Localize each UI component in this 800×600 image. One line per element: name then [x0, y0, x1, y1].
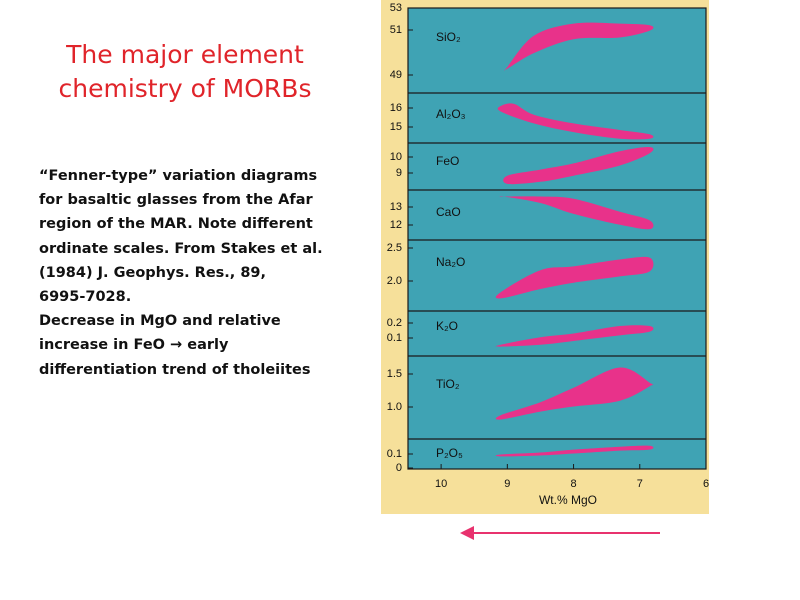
data-field-5	[495, 325, 654, 347]
y-tick-label: 1.0	[387, 401, 402, 413]
caption-line: region of the MAR. Note different	[39, 216, 313, 233]
y-tick-label: 15	[390, 121, 402, 133]
caption-line: ordinate scales. From Stakes et al.	[39, 240, 323, 257]
y-tick-label: 12	[390, 219, 402, 231]
caption-line: Decrease in MgO and relative	[39, 313, 281, 330]
caption-line: “Fenner-type” variation diagrams	[39, 168, 318, 184]
data-field-1	[497, 103, 654, 140]
y-tick-label: 13	[390, 201, 402, 213]
y-tick-label: 0.2	[387, 317, 402, 329]
y-tick-label: 9	[396, 167, 402, 179]
y-tick-label: 2.0	[387, 275, 402, 287]
y-tick-label: 1.5	[387, 368, 402, 380]
x-tick-label: 10	[435, 478, 447, 490]
slide-title-line-1: The major element	[66, 40, 304, 69]
oxide-label: P₂O₅	[436, 446, 463, 460]
data-field-2	[503, 147, 654, 185]
data-field-0	[504, 22, 654, 71]
x-tick-label: 8	[570, 478, 576, 490]
plot-area	[407, 7, 707, 470]
oxide-label: Na₂O	[436, 255, 465, 269]
y-tick-label: 0	[396, 462, 402, 474]
figure-caption: “Fenner-type” variation diagrams for bas…	[39, 164, 339, 382]
caption-line: for basaltic glasses from the Afar	[39, 192, 313, 209]
x-axis-label: Wt.% MgO	[539, 493, 597, 507]
caption-line: 6995-7028.	[39, 289, 132, 306]
y-tick-label: 53	[390, 2, 402, 14]
oxide-label: Al₂O₃	[436, 107, 466, 121]
data-field-6	[495, 367, 654, 420]
oxide-label: SiO₂	[436, 30, 461, 44]
y-tick-label: 0.1	[387, 332, 402, 344]
oxide-label: CaO	[436, 205, 461, 219]
slide-title: The major element chemistry of MORBs	[40, 38, 330, 106]
caption-line: differentiation trend of tholeiites	[39, 361, 311, 378]
data-field-7	[495, 445, 654, 457]
x-tick-label: 6	[703, 478, 709, 490]
slide-title-line-2: chemistry of MORBs	[58, 74, 312, 103]
y-tick-label: 2.5	[387, 242, 402, 254]
caption-line: (1984) J. Geophys. Res., 89,	[39, 264, 267, 281]
y-tick-label: 51	[390, 24, 402, 36]
y-tick-label: 16	[390, 102, 402, 114]
y-tick-label: 49	[390, 69, 402, 81]
y-tick-label: 10	[390, 151, 402, 163]
oxide-label: K₂O	[436, 319, 458, 333]
caption-line: increase in FeO → early	[39, 337, 229, 354]
y-tick-label: 0.1	[387, 448, 402, 460]
data-field-3	[499, 196, 654, 230]
arrowhead	[460, 526, 474, 540]
oxide-label: FeO	[436, 154, 459, 168]
x-tick-label: 7	[637, 478, 643, 490]
data-field-4	[495, 256, 654, 299]
x-tick-label: 9	[504, 478, 510, 490]
oxide-label: TiO₂	[436, 377, 460, 391]
